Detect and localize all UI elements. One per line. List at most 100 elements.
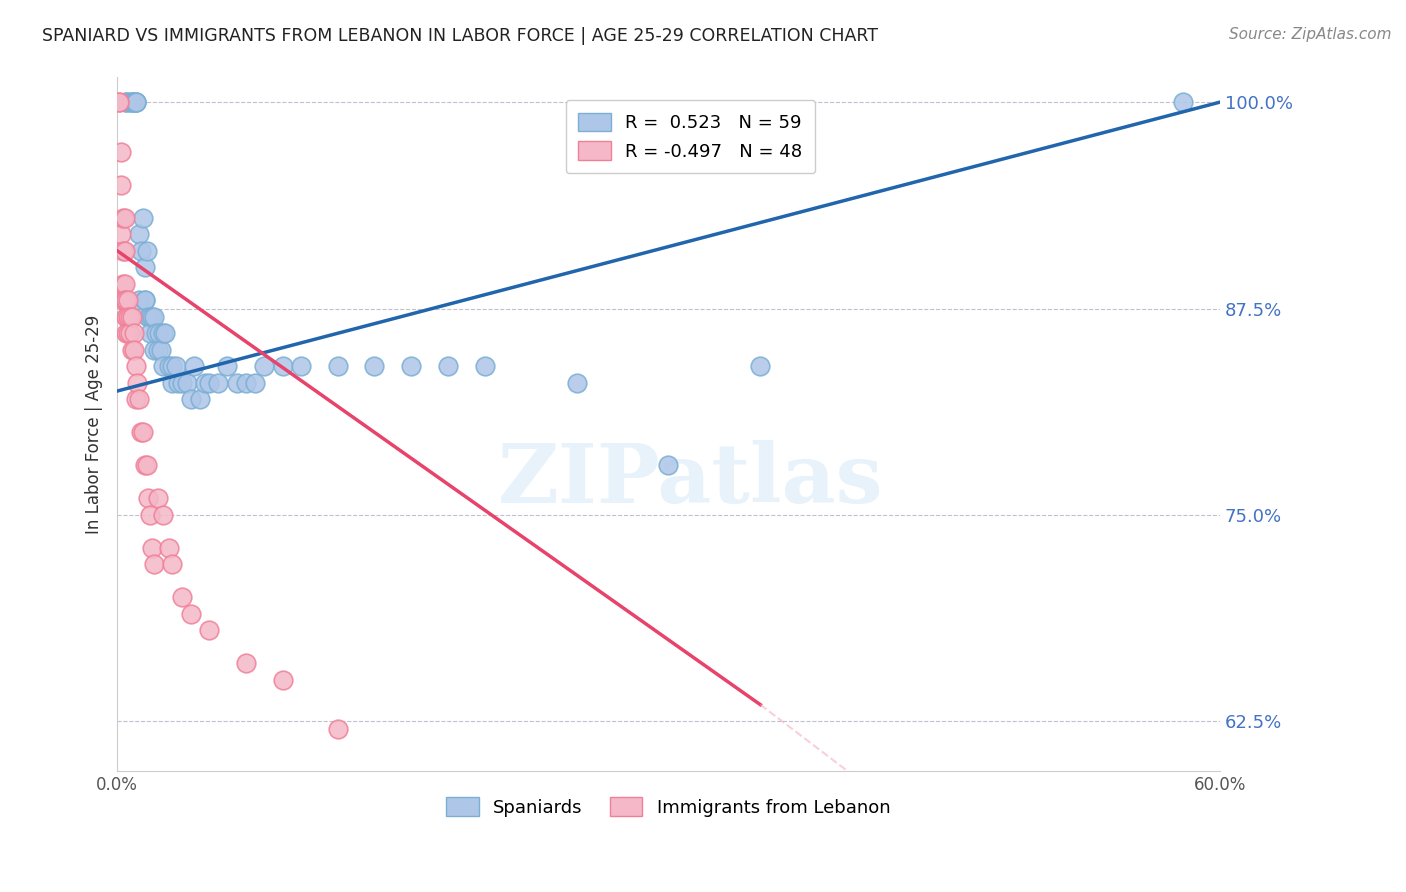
Point — [115, 310, 138, 324]
Point — [138, 491, 160, 506]
Point — [150, 343, 173, 357]
Point — [122, 95, 145, 110]
Point — [146, 343, 169, 357]
Point — [165, 359, 187, 374]
Point — [138, 310, 160, 324]
Point — [153, 326, 176, 341]
Point — [124, 95, 146, 110]
Point — [139, 326, 162, 341]
Point — [194, 376, 217, 390]
Point — [129, 244, 152, 258]
Point — [108, 95, 131, 110]
Point — [115, 95, 138, 110]
Text: SPANIARD VS IMMIGRANTS FROM LEBANON IN LABOR FORCE | AGE 25-29 CORRELATION CHART: SPANIARD VS IMMIGRANTS FROM LEBANON IN L… — [42, 27, 879, 45]
Point — [114, 244, 136, 258]
Point — [145, 326, 167, 341]
Point — [235, 376, 257, 390]
Point — [118, 310, 141, 324]
Point — [122, 343, 145, 357]
Point — [198, 624, 221, 638]
Point — [170, 376, 193, 390]
Point — [121, 95, 143, 110]
Point — [111, 293, 134, 308]
Point — [128, 392, 150, 407]
Point — [1171, 95, 1194, 110]
Point — [180, 392, 202, 407]
Text: Source: ZipAtlas.com: Source: ZipAtlas.com — [1229, 27, 1392, 42]
Point — [363, 359, 385, 374]
Point — [121, 95, 143, 110]
Point — [110, 145, 132, 159]
Point — [108, 95, 131, 110]
Point — [253, 359, 276, 374]
Point — [157, 541, 180, 555]
Point — [142, 558, 165, 572]
Point — [180, 607, 202, 621]
Point — [117, 310, 139, 324]
Point — [326, 723, 349, 737]
Point — [114, 293, 136, 308]
Point — [139, 508, 162, 522]
Point — [122, 326, 145, 341]
Point — [290, 359, 312, 374]
Point — [111, 277, 134, 291]
Point — [118, 95, 141, 110]
Point — [152, 359, 174, 374]
Point — [129, 425, 152, 440]
Point — [657, 458, 679, 473]
Point — [139, 310, 162, 324]
Point — [124, 95, 146, 110]
Point — [271, 673, 294, 687]
Point — [188, 392, 211, 407]
Point — [115, 326, 138, 341]
Point — [135, 458, 157, 473]
Point — [134, 293, 156, 308]
Point — [271, 359, 294, 374]
Text: ZIPatlas: ZIPatlas — [498, 440, 883, 519]
Point — [115, 310, 138, 324]
Point — [114, 211, 136, 225]
Point — [176, 376, 198, 390]
Point — [399, 359, 422, 374]
Point — [124, 95, 146, 110]
Point — [198, 376, 221, 390]
Point — [121, 310, 143, 324]
Point — [132, 425, 155, 440]
Point — [142, 310, 165, 324]
Point — [132, 211, 155, 225]
Point — [170, 591, 193, 605]
Point — [134, 293, 156, 308]
Point — [118, 326, 141, 341]
Point — [437, 359, 460, 374]
Point — [110, 178, 132, 192]
Point — [121, 343, 143, 357]
Point — [243, 376, 266, 390]
Point — [124, 359, 146, 374]
Point — [157, 359, 180, 374]
Point — [115, 95, 138, 110]
Point — [141, 541, 163, 555]
Point — [152, 326, 174, 341]
Point — [326, 359, 349, 374]
Point — [134, 458, 156, 473]
Y-axis label: In Labor Force | Age 25-29: In Labor Force | Age 25-29 — [86, 315, 103, 533]
Point — [141, 310, 163, 324]
Point — [135, 244, 157, 258]
Point — [111, 211, 134, 225]
Point — [128, 293, 150, 308]
Point — [124, 392, 146, 407]
Point — [207, 376, 229, 390]
Point — [166, 376, 188, 390]
Point — [110, 227, 132, 242]
Point — [749, 359, 772, 374]
Point — [162, 558, 184, 572]
Point — [115, 293, 138, 308]
Point — [235, 657, 257, 671]
Point — [148, 326, 170, 341]
Point — [142, 343, 165, 357]
Point — [117, 293, 139, 308]
Point — [217, 359, 239, 374]
Point — [114, 277, 136, 291]
Point — [162, 376, 184, 390]
Point — [111, 244, 134, 258]
